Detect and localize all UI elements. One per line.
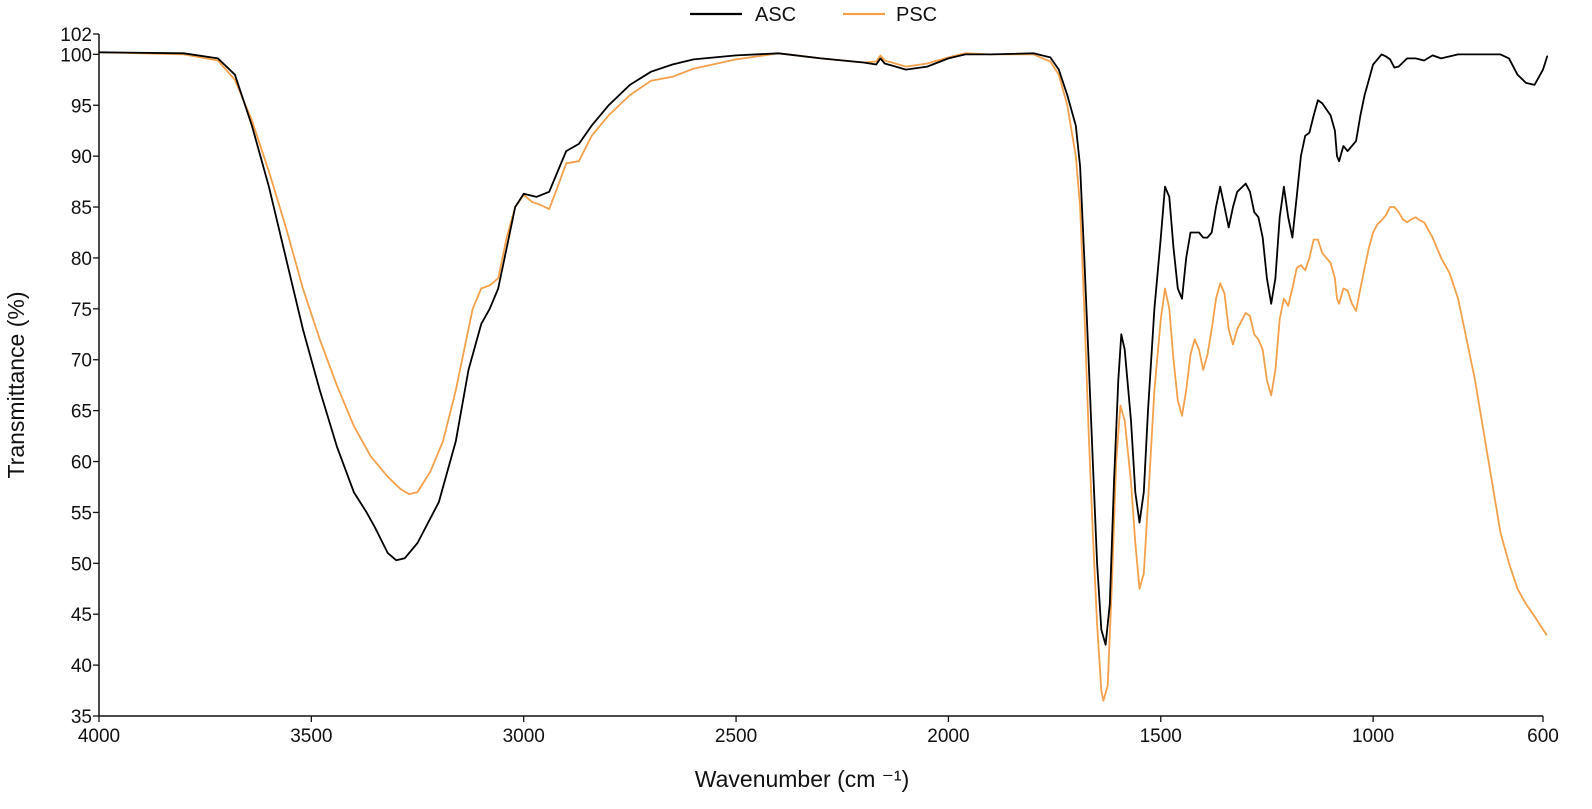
x-tick-label: 2000: [927, 726, 969, 747]
y-tick-label: 65: [71, 402, 92, 423]
legend-label-asc: ASC: [755, 4, 796, 26]
x-tick-label: 600: [1527, 726, 1559, 747]
x-tick-label: 3500: [290, 726, 332, 747]
x-axis-title: Wavenumber (cm ⁻¹): [695, 766, 909, 792]
legend: ASC PSC: [690, 4, 937, 26]
series-line-asc: [98, 51, 1549, 646]
x-tick-label: 1500: [1140, 726, 1182, 747]
plot-lines: [98, 51, 1549, 702]
x-tick-label: 2500: [715, 726, 757, 747]
legend-label-psc: PSC: [896, 4, 937, 26]
x-axis-ticks: 4000 3500 3000 2500 2000 1500 1000 600: [78, 716, 1559, 747]
y-tick-label: 75: [71, 300, 92, 321]
x-tick-label: 4000: [78, 726, 120, 747]
y-tick-label: 80: [71, 249, 92, 270]
axes: 4000 3500 3000 2500 2000 1500 1000 600 35 40 45 50…: [60, 25, 1559, 747]
y-tick-label: 102: [60, 25, 92, 46]
y-tick-label: 45: [71, 605, 92, 626]
y-tick-label: 85: [71, 198, 92, 219]
x-tick-label: 3000: [503, 726, 545, 747]
y-tick-label: 35: [71, 707, 92, 728]
y-tick-label: 40: [71, 656, 92, 677]
y-tick-label: 100: [60, 45, 92, 66]
y-tick-label: 70: [71, 351, 92, 372]
x-tick-label: 1000: [1352, 726, 1394, 747]
y-tick-label: 50: [71, 554, 92, 575]
y-axis-title: Transmittance (%): [3, 291, 29, 478]
y-tick-label: 60: [71, 453, 92, 474]
y-tick-label: 95: [71, 96, 92, 117]
y-tick-label: 55: [71, 503, 92, 524]
y-tick-label: 90: [71, 147, 92, 168]
